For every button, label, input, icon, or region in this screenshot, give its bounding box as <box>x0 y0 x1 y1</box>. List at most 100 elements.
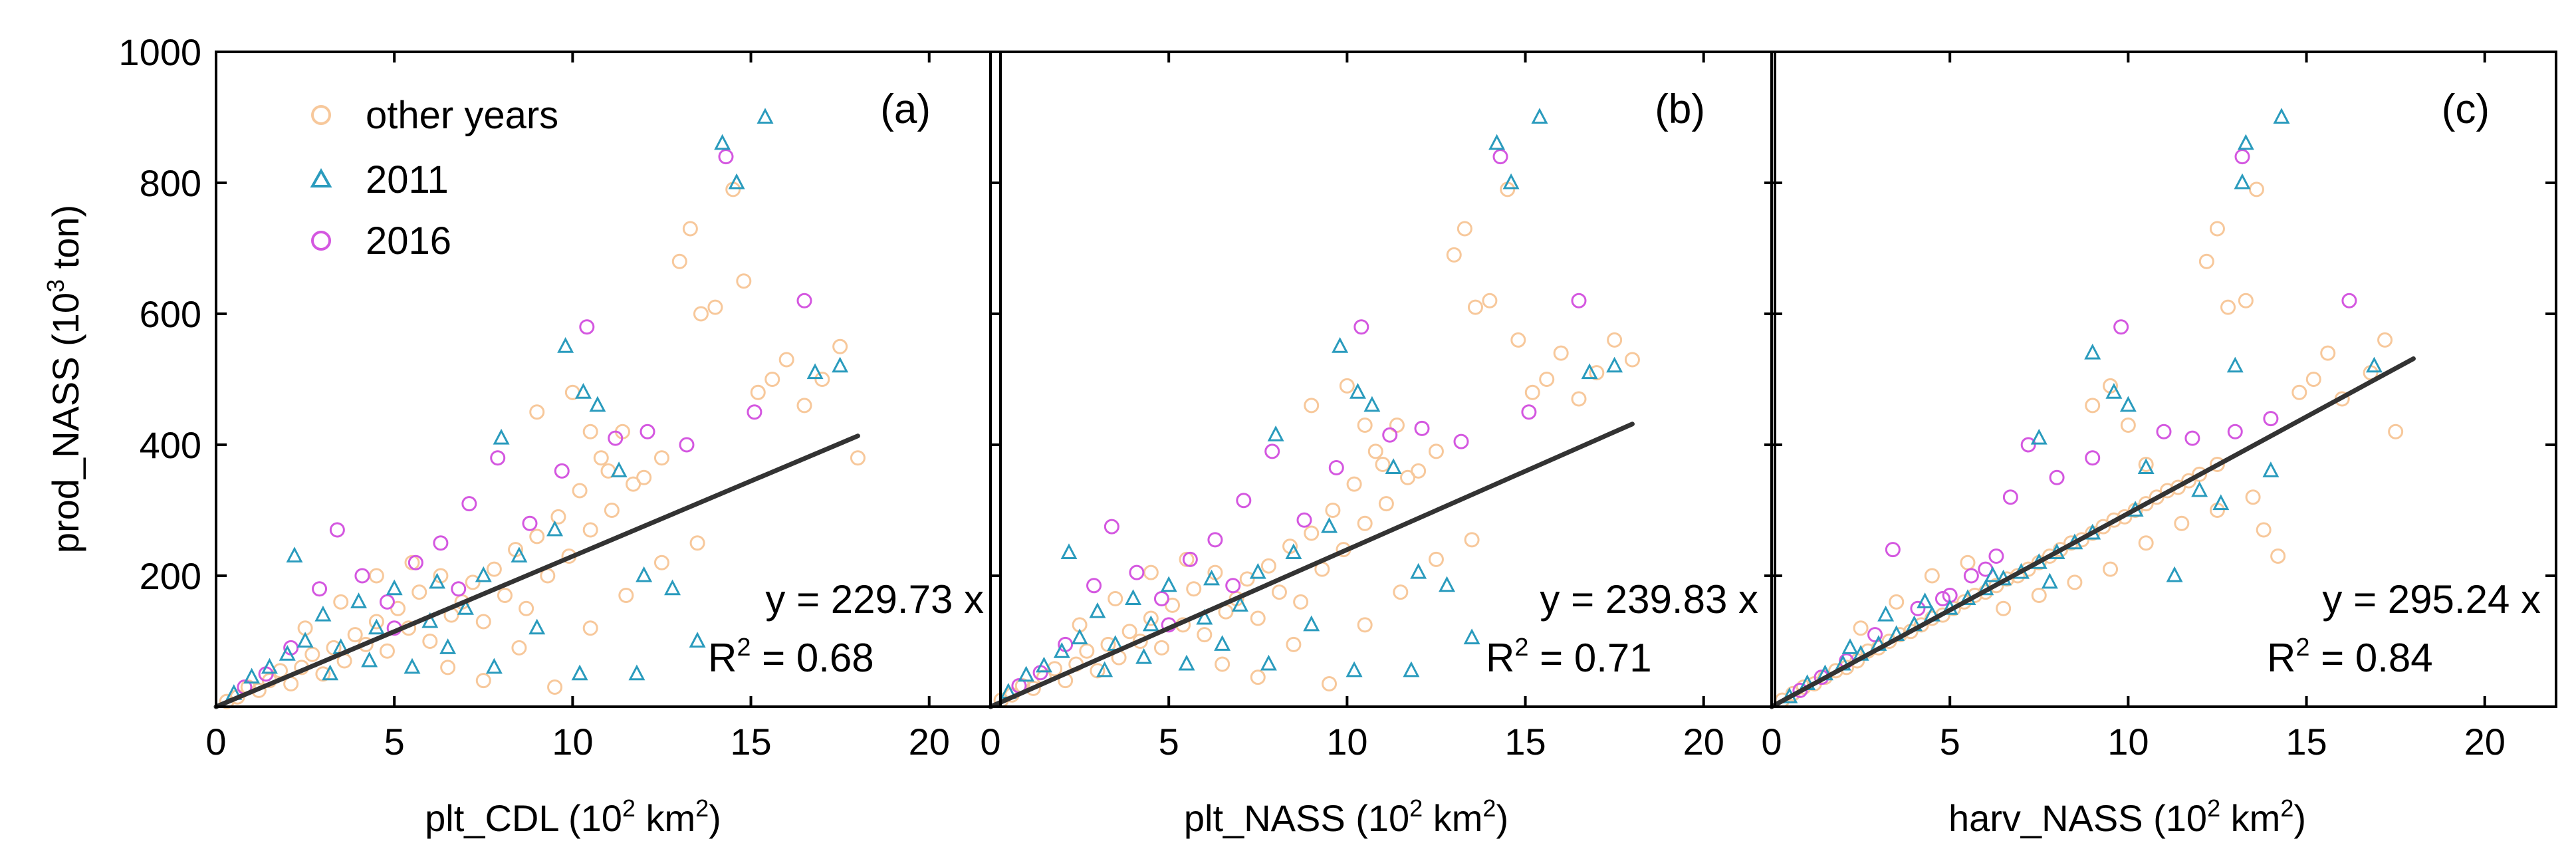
point-a-other-years-31 <box>550 509 566 525</box>
point-b-other-years-33 <box>1346 476 1362 492</box>
point-b-other-years-55 <box>1108 590 1123 606</box>
point-c-other-years-60 <box>2031 588 2047 604</box>
point-c-other-years-40 <box>2209 457 2225 473</box>
point-c-other-years-54 <box>2388 424 2404 439</box>
point-b-other-years-52 <box>1607 332 1623 348</box>
point-c-other-years-47 <box>2270 548 2286 564</box>
point-b-2011-20 <box>1349 382 1366 399</box>
point-a-2011-5 <box>314 605 332 622</box>
x-tick-label-a-10: 10 <box>552 721 593 763</box>
point-c-2011-30 <box>2262 461 2280 477</box>
legend: other years 2011 2016 <box>310 94 558 263</box>
point-c-2016-6 <box>1934 590 1950 606</box>
point-a-2011-12 <box>439 638 457 654</box>
point-c-2011-34 <box>1917 592 1934 608</box>
point-b-2011-5 <box>1089 602 1106 618</box>
point-b-other-years-19 <box>1197 627 1213 643</box>
point-c-other-years-35 <box>2149 489 2165 505</box>
point-b-other-years-41 <box>1446 247 1462 263</box>
x-tick-label-b-10: 10 <box>1326 721 1367 763</box>
x-axis-label-b: plt_NASS (102 km2) <box>1184 794 1508 839</box>
point-b-other-years-48 <box>1539 372 1555 387</box>
point-a-other-years-51 <box>814 372 830 387</box>
point-b-2016-12 <box>1328 459 1344 475</box>
point-a-other-years-26 <box>497 588 513 604</box>
point-c-2011-25 <box>2212 494 2230 511</box>
point-b-other-years-56 <box>1143 564 1159 580</box>
point-a-2011-30 <box>832 356 849 373</box>
point-a-other-years-12 <box>347 627 363 643</box>
point-b-2011-36 <box>1346 661 1363 677</box>
point-b-other-years-35 <box>1367 443 1383 459</box>
point-a-other-years-53 <box>850 450 866 466</box>
point-a-2016-7 <box>408 554 423 570</box>
x-tick-label-a-0: 0 <box>205 721 226 763</box>
point-a-2011-21 <box>589 396 606 412</box>
point-a-2011-25 <box>689 632 706 648</box>
point-a-other-years-10 <box>326 640 342 656</box>
point-b-other-years-9 <box>1090 663 1106 679</box>
point-a-2011-26 <box>714 134 731 150</box>
point-b-other-years-65 <box>1464 532 1480 548</box>
point-a-other-years-59 <box>475 673 491 689</box>
legend-marker-2016 <box>311 231 331 251</box>
point-c-2011-32 <box>1841 638 1859 654</box>
equation-c: y = 295.24 x <box>2322 577 2541 622</box>
point-b-2011-25 <box>1463 628 1480 645</box>
point-b-2011-16 <box>1285 543 1302 560</box>
point-b-2016-13 <box>1353 319 1369 335</box>
point-b-2011-26 <box>1488 134 1506 150</box>
axes-frame-c <box>1770 51 2557 708</box>
point-b-other-years-53 <box>1624 352 1640 368</box>
point-a-2016-4 <box>329 522 345 538</box>
point-b-2011-35 <box>1260 654 1277 671</box>
point-b-other-years-44 <box>1482 293 1498 308</box>
point-b-other-years-14 <box>1143 610 1159 626</box>
point-b-2016-11 <box>1296 512 1312 528</box>
point-a-other-years-38 <box>626 476 642 492</box>
point-b-2011-8 <box>1142 615 1159 632</box>
point-b-2011-10 <box>1178 654 1195 671</box>
point-a-2016-11 <box>522 515 538 531</box>
point-c-2016-13 <box>2113 319 2129 335</box>
y-axis-label: prod_NASS (103 ton) <box>42 205 86 553</box>
point-c-other-years-13 <box>1913 617 1929 633</box>
point-a-2016-18 <box>747 404 762 420</box>
point-b-2011-22 <box>1385 458 1402 474</box>
point-c-2016-11 <box>2049 469 2065 485</box>
point-a-2011-11 <box>421 612 439 628</box>
point-b-2011-37 <box>1403 661 1420 677</box>
point-c-other-years-17 <box>1956 594 1972 610</box>
point-b-other-years-62 <box>1357 617 1373 633</box>
point-c-other-years-20 <box>1988 578 2004 594</box>
r-squared-b: R2 = 0.71 <box>1486 634 1652 680</box>
x-tick-label-c-0: 0 <box>1761 721 1782 763</box>
point-a-2011-7 <box>350 592 368 608</box>
point-c-2011-15 <box>2030 428 2048 445</box>
point-a-other-years-8 <box>304 646 320 662</box>
point-c-2016-3 <box>1867 627 1883 643</box>
point-c-2016-9 <box>2002 489 2018 505</box>
point-a-2016-3 <box>312 581 328 597</box>
y-tick-label-200: 200 <box>140 555 201 597</box>
point-c-other-years-44 <box>2238 293 2254 308</box>
point-a-other-years-14 <box>368 614 384 630</box>
point-c-other-years-41 <box>2198 253 2214 269</box>
point-b-2016-4 <box>1104 519 1119 535</box>
point-b-other-years-45 <box>1500 182 1516 197</box>
point-b-2011-33 <box>1135 648 1153 664</box>
legend-marker-2011 <box>310 168 332 187</box>
equation-a: y = 229.73 x <box>765 577 984 622</box>
point-b-other-years-59 <box>1250 670 1266 685</box>
point-a-2011-18 <box>546 520 564 537</box>
point-c-2016-12 <box>2085 450 2101 466</box>
point-b-2016-3 <box>1086 578 1102 594</box>
point-a-other-years-63 <box>618 588 634 604</box>
point-b-other-years-29 <box>1304 525 1320 541</box>
point-c-2011-31 <box>2365 356 2383 373</box>
point-b-2011-2 <box>1035 656 1052 673</box>
point-a-2011-32 <box>322 664 339 681</box>
point-a-2011-22 <box>610 461 628 477</box>
point-b-2011-23 <box>1410 562 1427 579</box>
point-c-other-years-49 <box>2305 372 2321 387</box>
